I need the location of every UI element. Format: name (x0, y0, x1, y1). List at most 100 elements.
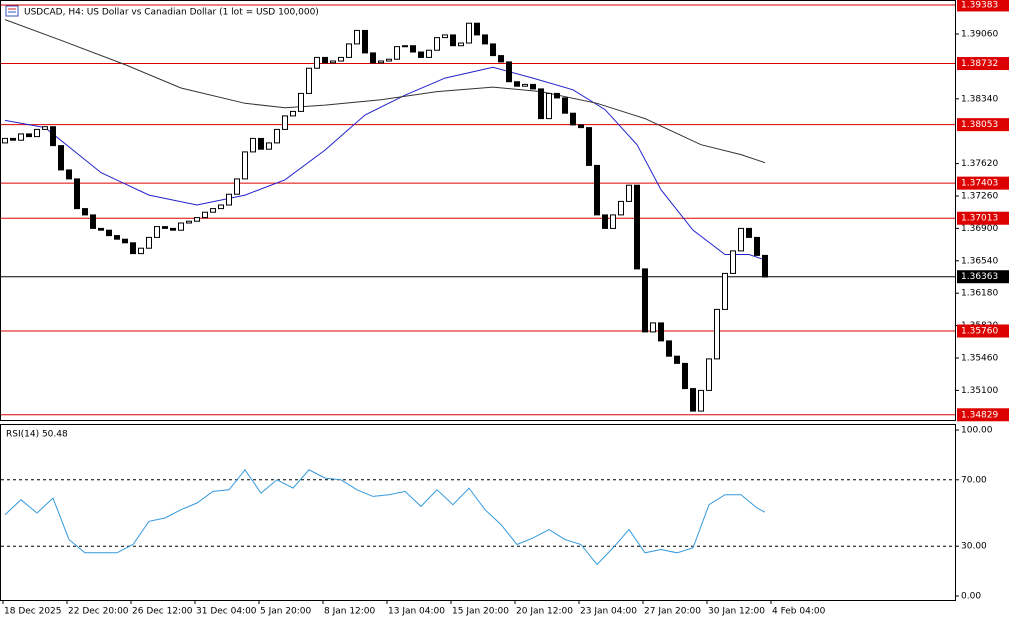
rsi-frame (0, 424, 956, 601)
x-tick-label: 18 Dec 2025 (4, 607, 62, 617)
candle (578, 124, 584, 129)
candle (562, 97, 568, 114)
rsi-tick-label: 30.00 (961, 542, 987, 552)
candle (514, 81, 520, 87)
candle (642, 268, 648, 333)
candle (594, 164, 600, 216)
candle (266, 142, 272, 150)
rsi-tick-label: 100.00 (961, 426, 993, 436)
y-tick-label: 1.38340 (961, 94, 998, 104)
candle (106, 229, 112, 237)
candle (90, 214, 96, 229)
candle (586, 127, 592, 166)
candle (474, 22, 480, 36)
candle (74, 178, 80, 210)
candle (746, 227, 752, 238)
candle (226, 193, 232, 206)
candle (714, 308, 720, 360)
y-tick-label: 1.37620 (961, 159, 998, 169)
x-tick-label: 26 Dec 12:00 (132, 607, 193, 617)
candle (162, 226, 168, 229)
candle (634, 184, 640, 270)
candle (506, 61, 512, 83)
candle (290, 110, 296, 117)
moving-average (4, 66, 766, 261)
candle (322, 56, 328, 64)
y-tick-label: 1.39060 (961, 30, 998, 40)
candle (442, 34, 448, 39)
x-tick-label: 30 Jan 12:00 (708, 607, 765, 617)
candle (346, 43, 352, 58)
price-frame (0, 0, 956, 421)
y-tick-label: 1.35100 (961, 386, 998, 396)
candle (418, 51, 424, 58)
y-tick-label: 1.36900 (961, 224, 998, 234)
level-tag (957, 408, 1009, 422)
x-tick-label: 8 Jan 12:00 (324, 607, 376, 617)
candle (138, 247, 144, 255)
candle (2, 137, 8, 144)
candle (186, 220, 192, 224)
candle (658, 322, 664, 342)
candle (690, 388, 696, 412)
candle (82, 208, 88, 216)
candle (250, 137, 256, 153)
candle (242, 151, 248, 180)
x-tick-label: 13 Jan 04:00 (388, 607, 445, 617)
candle (546, 92, 552, 120)
candle (458, 42, 464, 47)
candle (402, 45, 408, 48)
x-tick-label: 31 Dec 04:00 (196, 607, 257, 617)
candle (274, 128, 280, 144)
candle (762, 254, 768, 278)
candle (674, 355, 680, 364)
rsi-title: RSI(14) 50.48 (6, 430, 68, 440)
candle (66, 169, 72, 180)
candle (306, 67, 312, 94)
candle (42, 126, 48, 130)
candle (282, 115, 288, 130)
candle (114, 235, 120, 240)
candle (210, 208, 216, 213)
rsi-tick-label: 0.00 (961, 592, 981, 602)
x-tick-label: 23 Jan 04:00 (580, 607, 637, 617)
y-tick-label: 1.36180 (961, 289, 998, 299)
candle (466, 22, 472, 44)
candle (618, 200, 624, 216)
x-tick-label: 15 Jan 20:00 (452, 607, 509, 617)
candle (682, 362, 688, 390)
candle (34, 128, 40, 138)
candle (386, 58, 392, 62)
candle (554, 92, 560, 99)
candle (602, 214, 608, 229)
candle (58, 145, 64, 171)
x-tick-label: 22 Dec 20:00 (68, 607, 129, 617)
chart-title: USDCAD, H4: US Dollar vs Canadian Dollar… (24, 8, 319, 18)
x-tick-label: 5 Jan 20:00 (260, 607, 312, 617)
candle (194, 217, 200, 222)
candle (146, 236, 152, 249)
candle (490, 43, 496, 57)
rsi-line (4, 468, 766, 566)
candle (666, 340, 672, 357)
y-tick-label: 1.37260 (961, 192, 998, 202)
candle (354, 29, 360, 45)
moving-average (4, 19, 766, 164)
candle (706, 358, 712, 391)
candle (394, 46, 400, 60)
candle (298, 92, 304, 112)
level-label: 1.38053 (961, 120, 998, 130)
candle (378, 60, 384, 64)
level-tag (957, 118, 1009, 132)
level-tag (957, 211, 1009, 225)
candle (258, 137, 264, 150)
level-tag (957, 324, 1009, 338)
candle (218, 204, 224, 210)
candle (722, 272, 728, 310)
candle (498, 55, 504, 63)
level-label: 1.37013 (961, 214, 998, 224)
candle (610, 214, 616, 229)
candle (122, 238, 128, 244)
candle (330, 60, 336, 64)
